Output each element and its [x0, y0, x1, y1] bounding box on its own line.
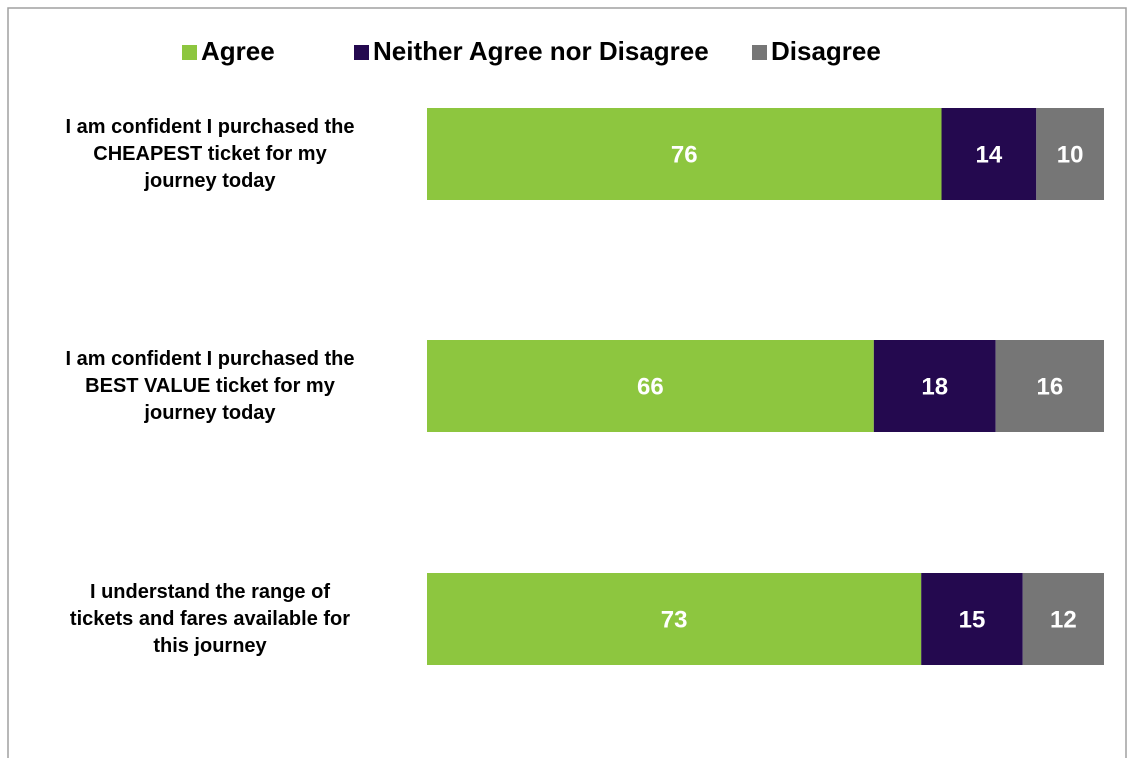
value-label: 16 — [1036, 373, 1063, 400]
legend-label: Neither Agree nor Disagree — [373, 36, 709, 66]
legend-label: Agree — [201, 36, 275, 66]
category-label: I am confident I purchased the CHEAPEST … — [65, 115, 355, 192]
legend-swatch — [354, 45, 369, 60]
value-label: 10 — [1057, 141, 1084, 168]
value-label: 66 — [637, 373, 664, 400]
bar-segment — [1022, 573, 1104, 665]
legend-swatch — [182, 45, 197, 60]
bar-segment — [941, 108, 1037, 200]
frame — [7, 7, 1127, 758]
value-label: 73 — [661, 606, 688, 633]
value-label: 12 — [1050, 606, 1077, 633]
bar-segment — [1036, 108, 1104, 200]
value-label: 15 — [959, 606, 986, 633]
value-label: 14 — [976, 141, 1003, 168]
legend-swatch — [752, 45, 767, 60]
bar-segment — [921, 573, 1023, 665]
bar-segment — [427, 340, 874, 432]
bar-segment — [995, 340, 1104, 432]
legend-label: Disagree — [771, 36, 881, 66]
bar-segment — [873, 340, 996, 432]
value-label: 76 — [671, 141, 698, 168]
category-label: I am confident I purchased the BEST VALU… — [65, 347, 355, 424]
value-label: 18 — [921, 373, 948, 400]
category-label: I understand the range of tickets and fa… — [69, 580, 351, 657]
bar-segment — [427, 108, 942, 200]
bar-segment — [427, 573, 922, 665]
